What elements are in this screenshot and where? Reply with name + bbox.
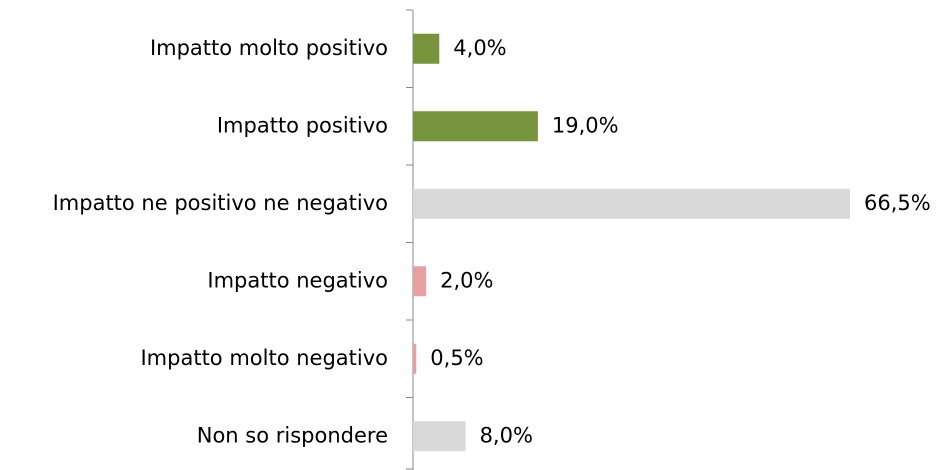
y-tick-label: Non so rispondere (197, 423, 388, 447)
bar (413, 33, 440, 64)
y-tick-label: Impatto molto negativo (140, 346, 388, 370)
data-label: 0,5% (430, 346, 483, 370)
y-tick-label: Impatto molto positivo (150, 36, 388, 60)
y-tick-label: Impatto ne positivo ne negativo (53, 191, 388, 215)
bar (413, 421, 466, 452)
bar (413, 343, 417, 374)
bar (413, 111, 538, 142)
y-tick-label: Impatto negativo (207, 268, 388, 292)
data-label: 66,5% (864, 191, 931, 215)
bar (413, 188, 850, 219)
bar (413, 266, 427, 297)
data-label: 19,0% (552, 113, 619, 137)
data-label: 2,0% (440, 268, 493, 292)
data-label: 8,0% (480, 423, 533, 447)
data-label: 4,0% (453, 36, 506, 60)
y-tick-label: Impatto positivo (217, 113, 388, 137)
